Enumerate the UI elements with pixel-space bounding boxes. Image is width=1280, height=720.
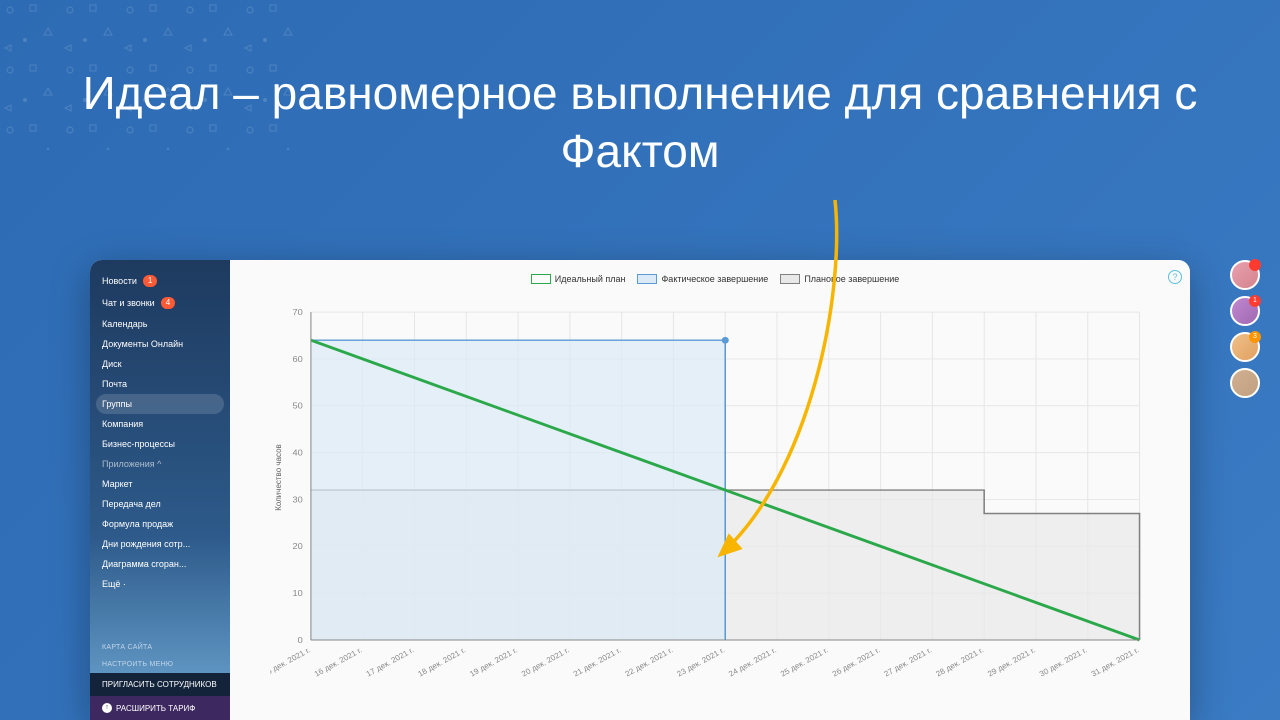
sidebar-item[interactable]: Дни рождения сотр... — [90, 534, 230, 554]
svg-text:40: 40 — [292, 448, 302, 458]
svg-text:20: 20 — [292, 541, 302, 551]
help-icon[interactable]: ? — [1168, 270, 1182, 284]
chart-legend: Идеальный план Фактическое завершение План… — [270, 270, 1160, 288]
sidebar-item-label: Календарь — [102, 319, 147, 329]
legend-label: Фактическое завершение — [661, 274, 768, 284]
sidebar-item-label: Бизнес-процессы — [102, 439, 175, 449]
legend-label: Плановое завершение — [804, 274, 899, 284]
svg-text:26 дек. 2021 г.: 26 дек. 2021 г. — [831, 646, 882, 679]
svg-text:20 дек. 2021 г.: 20 дек. 2021 г. — [520, 646, 571, 679]
avatar-badge: 3 — [1249, 331, 1261, 343]
svg-text:19 дек. 2021 г.: 19 дек. 2021 г. — [468, 646, 519, 679]
sidebar-footer: КАРТА САЙТА НАСТРОИТЬ МЕНЮ ПРИГЛАСИТЬ СО… — [90, 639, 230, 720]
sidebar: Новости 1 Чат и звонки 4 Календарь Документы … — [90, 260, 230, 720]
sidebar-item-label: Передача дел — [102, 499, 161, 509]
sidebar-item[interactable]: Календарь — [90, 314, 230, 334]
svg-text:10: 10 — [292, 588, 302, 598]
sidebar-item-label: Формула продаж — [102, 519, 173, 529]
svg-text:15 дек. 2021 г.: 15 дек. 2021 г. — [270, 646, 312, 679]
svg-text:50: 50 — [292, 401, 302, 411]
app-window: Новости 1 Чат и звонки 4 Календарь Документы … — [90, 260, 1190, 720]
svg-text:16 дек. 2021 г.: 16 дек. 2021 г. — [313, 646, 364, 679]
svg-text:30 дек. 2021 г.: 30 дек. 2021 г. — [1038, 646, 1089, 679]
svg-text:23 дек. 2021 г.: 23 дек. 2021 г. — [675, 646, 726, 679]
svg-text:31 дек. 2021 г.: 31 дек. 2021 г. — [1090, 646, 1141, 679]
sidebar-item-label: Группы — [102, 399, 132, 409]
sidebar-item-label: Новости — [102, 276, 137, 286]
sidebar-item[interactable]: Компания — [90, 414, 230, 434]
expand-icon: ↑ — [102, 703, 112, 713]
page-title: Идеал – равномерное выполнение для сравн… — [0, 65, 1280, 180]
svg-text:28 дек. 2021 г.: 28 дек. 2021 г. — [934, 646, 985, 679]
svg-text:22 дек. 2021 г.: 22 дек. 2021 г. — [624, 646, 675, 679]
legend-item: Плановое завершение — [780, 274, 899, 284]
sidebar-sitemap[interactable]: КАРТА САЙТА — [90, 639, 230, 656]
sidebar-item[interactable]: Приложения ^ — [90, 454, 230, 474]
sidebar-item[interactable]: Маркет — [90, 474, 230, 494]
svg-text:0: 0 — [298, 635, 303, 645]
svg-text:24 дек. 2021 г.: 24 дек. 2021 г. — [727, 646, 778, 679]
legend-item: Фактическое завершение — [637, 274, 768, 284]
sidebar-item-label: Ещё · — [102, 579, 126, 589]
svg-text:21 дек. 2021 г.: 21 дек. 2021 г. — [572, 646, 623, 679]
sidebar-item[interactable]: Ещё · — [90, 574, 230, 594]
y-axis-label: Количество часов — [274, 444, 283, 511]
svg-text:29 дек. 2021 г.: 29 дек. 2021 г. — [986, 646, 1037, 679]
expand-tariff-button[interactable]: ↑ РАСШИРИТЬ ТАРИФ — [90, 696, 230, 720]
burndown-chart: Идеальный план Фактическое завершение План… — [270, 270, 1160, 715]
sidebar-item-label: Дни рождения сотр... — [102, 539, 190, 549]
notification-badge: 4 — [161, 297, 175, 309]
svg-text:25 дек. 2021 г.: 25 дек. 2021 г. — [779, 646, 830, 679]
svg-text:60: 60 — [292, 354, 302, 364]
sidebar-item[interactable]: Передача дел — [90, 494, 230, 514]
sidebar-item[interactable]: Чат и звонки 4 — [90, 292, 230, 314]
content-area: ? Идеальный план Фактическое завершение Пл… — [230, 260, 1190, 720]
sidebar-item[interactable]: Почта — [90, 374, 230, 394]
sidebar-configure-menu[interactable]: НАСТРОИТЬ МЕНЮ — [90, 656, 230, 673]
legend-swatch — [637, 274, 657, 284]
svg-text:17 дек. 2021 г.: 17 дек. 2021 г. — [365, 646, 416, 679]
svg-text:70: 70 — [292, 307, 302, 317]
sidebar-item[interactable]: Формула продаж — [90, 514, 230, 534]
sidebar-item-label: Документы Онлайн — [102, 339, 183, 349]
avatar[interactable] — [1230, 368, 1260, 398]
sidebar-item-label: Почта — [102, 379, 127, 389]
sidebar-item-label: Компания — [102, 419, 143, 429]
legend-swatch — [531, 274, 551, 284]
invite-button[interactable]: ПРИГЛАСИТЬ СОТРУДНИКОВ — [90, 673, 230, 696]
avatar-badge: 1 — [1249, 295, 1261, 307]
avatar[interactable]: 3 — [1230, 332, 1260, 362]
sidebar-item[interactable]: Диск — [90, 354, 230, 374]
sidebar-item[interactable]: Бизнес-процессы — [90, 434, 230, 454]
svg-text:27 дек. 2021 г.: 27 дек. 2021 г. — [882, 646, 933, 679]
sidebar-item[interactable]: Новости 1 — [90, 270, 230, 292]
sidebar-item-label: Чат и звонки — [102, 298, 155, 308]
svg-text:18 дек. 2021 г.: 18 дек. 2021 г. — [416, 646, 467, 679]
user-avatars: 1 3 — [1230, 260, 1260, 398]
legend-label: Идеальный план — [555, 274, 626, 284]
sidebar-item-label: Диск — [102, 359, 122, 369]
sidebar-item[interactable]: Диаграмма сгоран... — [90, 554, 230, 574]
avatar[interactable] — [1230, 260, 1260, 290]
sidebar-item-label: Диаграмма сгоран... — [102, 559, 186, 569]
notification-badge: 1 — [143, 275, 157, 287]
sidebar-item[interactable]: Группы — [96, 394, 224, 414]
avatar[interactable]: 1 — [1230, 296, 1260, 326]
legend-item: Идеальный план — [531, 274, 626, 284]
legend-swatch — [780, 274, 800, 284]
sidebar-item-label: Маркет — [102, 479, 132, 489]
sidebar-item[interactable]: Документы Онлайн — [90, 334, 230, 354]
avatar-badge — [1249, 259, 1261, 271]
sidebar-item-label: Приложения ^ — [102, 459, 161, 469]
chart-canvas: 0 10 20 30 40 50 60 70 15 дек. 2021 г.16 дек. 20… — [270, 288, 1160, 693]
svg-text:30: 30 — [292, 495, 302, 505]
